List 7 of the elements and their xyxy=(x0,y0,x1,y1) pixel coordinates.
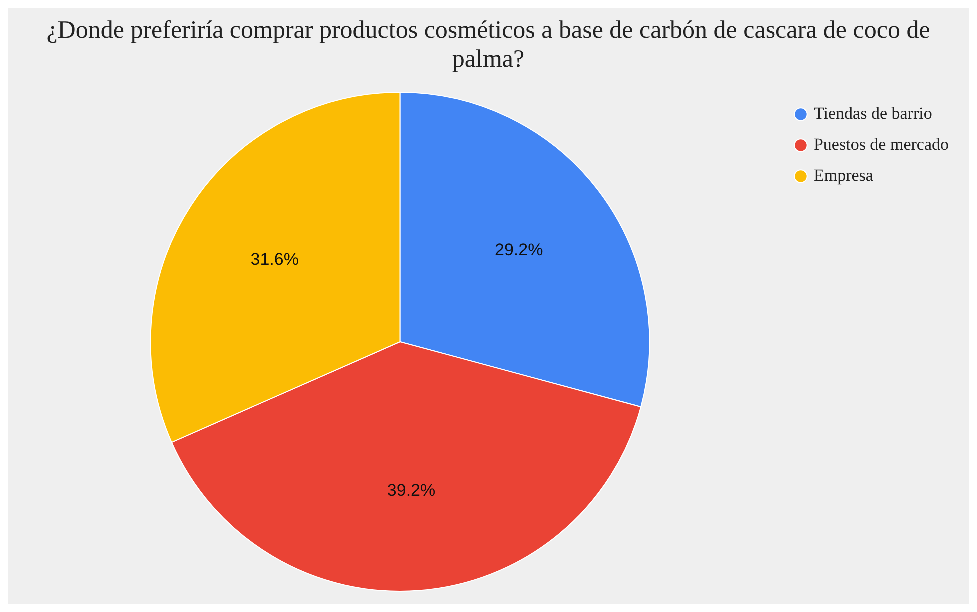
data-label: 29.2% xyxy=(495,240,544,260)
chart-title: ¿Donde preferiría comprar productos cosméticos a base de carbón de cascara de coco de palma? xyxy=(46,16,932,75)
legend-label: Puestos de mercado xyxy=(814,134,950,154)
legend-label: Tiendas de barrio xyxy=(814,104,932,123)
data-label: 31.6% xyxy=(250,250,299,269)
legend-label: Empresa xyxy=(814,166,874,185)
data-label: 39.2% xyxy=(387,480,436,500)
